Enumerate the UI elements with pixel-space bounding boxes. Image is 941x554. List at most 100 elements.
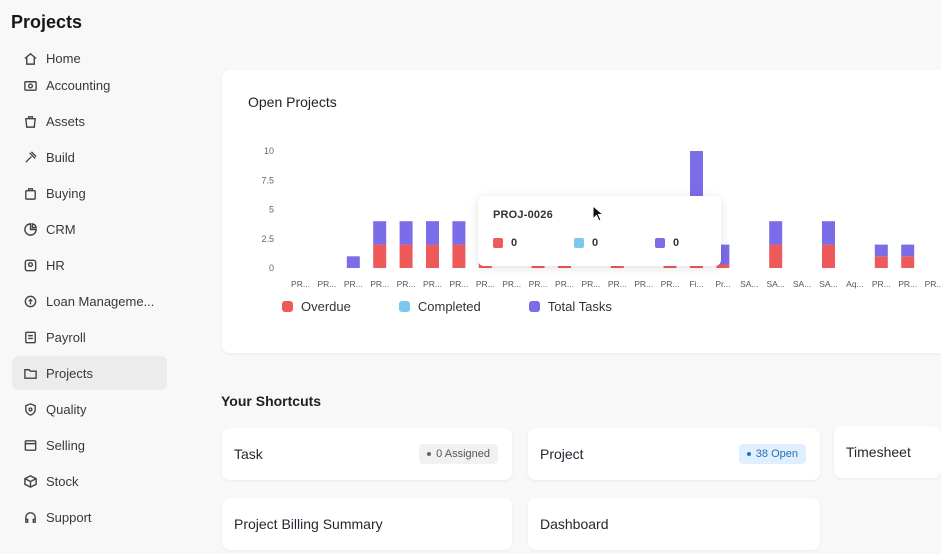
bar-overdue[interactable] — [716, 264, 730, 268]
bar-total-tasks[interactable] — [346, 256, 360, 268]
x-tick-label: SA... — [740, 279, 758, 289]
bar-overdue[interactable] — [558, 264, 571, 268]
bar-total-tasks[interactable] — [901, 244, 915, 257]
sidebar-item-loan-management[interactable]: Loan Manageme... — [12, 284, 167, 318]
shortcut-project-billing-summary[interactable]: Project Billing Summary — [222, 498, 512, 550]
bar-total-tasks[interactable] — [452, 221, 466, 245]
bar-overdue[interactable] — [822, 244, 835, 268]
tooltip-total: 0 — [655, 237, 679, 249]
bar-overdue[interactable] — [478, 264, 492, 268]
x-tick-label: PR... — [291, 279, 310, 289]
x-tick-label: SA... — [766, 279, 784, 289]
x-tick-label: PR... — [555, 279, 574, 289]
tooltip-total-value: 0 — [673, 237, 680, 249]
tooltip-completed: 0 — [574, 237, 598, 249]
crm-icon — [22, 221, 38, 237]
x-tick-label: Aq... — [846, 279, 863, 289]
shortcut-label: Dashboard — [540, 516, 609, 532]
legend-overdue[interactable]: Overdue — [282, 299, 351, 314]
shortcut-task[interactable]: Task 0 Assigned — [222, 428, 512, 480]
sidebar-item-hr[interactable]: HR — [12, 248, 167, 282]
total-swatch — [655, 238, 665, 248]
x-tick-label: PR... — [397, 279, 416, 289]
bar-overdue[interactable] — [874, 256, 888, 268]
badge-dot-icon — [746, 452, 751, 457]
page-title: Projects — [11, 12, 83, 32]
bar-total-tasks[interactable] — [874, 244, 888, 257]
completed-swatch — [398, 301, 410, 312]
sidebar-item-home[interactable]: Home — [12, 46, 167, 66]
hr-icon — [22, 257, 38, 273]
y-tick-label: 10 — [264, 146, 274, 156]
sidebar-item-label: Loan Manageme... — [46, 293, 155, 309]
sidebar-item-label: Quality — [46, 401, 87, 417]
shortcut-label: Task — [234, 446, 263, 462]
bar-overdue[interactable] — [901, 256, 915, 268]
bar-total-tasks[interactable] — [399, 221, 413, 245]
bar-overdue[interactable] — [690, 264, 703, 268]
sidebar-item-accounting[interactable]: Accounting — [12, 68, 167, 102]
bar-total-tasks[interactable] — [373, 221, 387, 245]
sidebar-item-label: Build — [46, 149, 75, 165]
bar-overdue[interactable] — [452, 244, 466, 268]
bar-total-tasks[interactable] — [769, 221, 783, 245]
x-tick-label: PR... — [661, 279, 680, 289]
bar-total-tasks[interactable] — [822, 221, 835, 245]
shortcut-timesheet[interactable]: Timesheet — [834, 426, 941, 478]
sidebar-item-buying[interactable]: Buying — [12, 176, 167, 210]
sidebar-item-label: Selling — [46, 437, 86, 453]
sidebar-item-label: Assets — [46, 113, 86, 129]
x-tick-label: PR... — [634, 279, 653, 289]
bar-overdue[interactable] — [610, 264, 624, 268]
legend-total-tasks[interactable]: Total Tasks — [528, 299, 612, 314]
total-swatch — [528, 301, 540, 312]
mouse-cursor-icon — [592, 205, 604, 222]
bar-overdue[interactable] — [769, 244, 783, 268]
shortcut-dashboard[interactable]: Dashboard — [528, 498, 820, 550]
sidebar-item-label: Accounting — [46, 77, 111, 93]
tooltip-completed-value: 0 — [592, 237, 599, 249]
x-tick-label: Pr... — [715, 279, 730, 289]
tooltip-title: PROJ-0026 — [493, 209, 553, 221]
sidebar-item-quality[interactable]: Quality — [12, 392, 167, 426]
tooltip-overdue: 0 — [493, 237, 517, 249]
stock-icon — [22, 473, 38, 489]
sidebar-item-stock[interactable]: Stock — [12, 464, 167, 498]
open-projects-card: Open Projects 0 2.5 5 7.5 10 PR... PR... PR... P… — [222, 70, 941, 353]
x-tick-label: PR... — [370, 279, 389, 289]
status-badge: 38 Open — [738, 444, 806, 464]
x-tick-label: SA... — [819, 279, 837, 289]
sidebar-item-label: Buying — [46, 185, 86, 201]
x-tick-label: PR... — [529, 279, 548, 289]
status-badge: 0 Assigned — [419, 444, 498, 464]
sidebar-item-selling[interactable]: Selling — [12, 428, 167, 462]
x-tick-label: PR... — [608, 279, 627, 289]
bar-total-tasks[interactable] — [426, 221, 439, 245]
y-tick-label: 2.5 — [261, 234, 274, 244]
sidebar-item-crm[interactable]: CRM — [12, 212, 167, 246]
bar-overdue[interactable] — [373, 244, 387, 268]
sidebar-item-assets[interactable]: Assets — [12, 104, 167, 138]
sidebar-item-projects[interactable]: Projects — [12, 356, 167, 390]
legend-completed[interactable]: Completed — [398, 299, 481, 314]
shortcut-project[interactable]: Project 38 Open — [528, 428, 820, 480]
sidebar-item-label: Payroll — [46, 329, 86, 345]
chart-tooltip: PROJ-0026 0 0 0 — [478, 196, 721, 266]
bar-overdue[interactable] — [531, 264, 545, 268]
x-tick-label: PR... — [344, 279, 363, 289]
badge-text: 0 Assigned — [436, 448, 490, 460]
buying-icon — [22, 185, 38, 201]
legend-label: Overdue — [301, 299, 351, 314]
bar-overdue[interactable] — [399, 244, 413, 268]
shortcut-label: Project Billing Summary — [234, 516, 383, 532]
sidebar-item-build[interactable]: Build — [12, 140, 167, 174]
x-tick-label: PR... — [476, 279, 495, 289]
sidebar-item-payroll[interactable]: Payroll — [12, 320, 167, 354]
x-tick-label: PR... — [423, 279, 442, 289]
x-tick-label: PR... — [925, 279, 941, 289]
legend-label: Total Tasks — [547, 299, 612, 314]
bar-overdue[interactable] — [663, 264, 677, 268]
bar-overdue[interactable] — [426, 244, 439, 268]
sidebar-item-support[interactable]: Support — [12, 500, 167, 534]
x-tick-label: PR... — [581, 279, 600, 289]
